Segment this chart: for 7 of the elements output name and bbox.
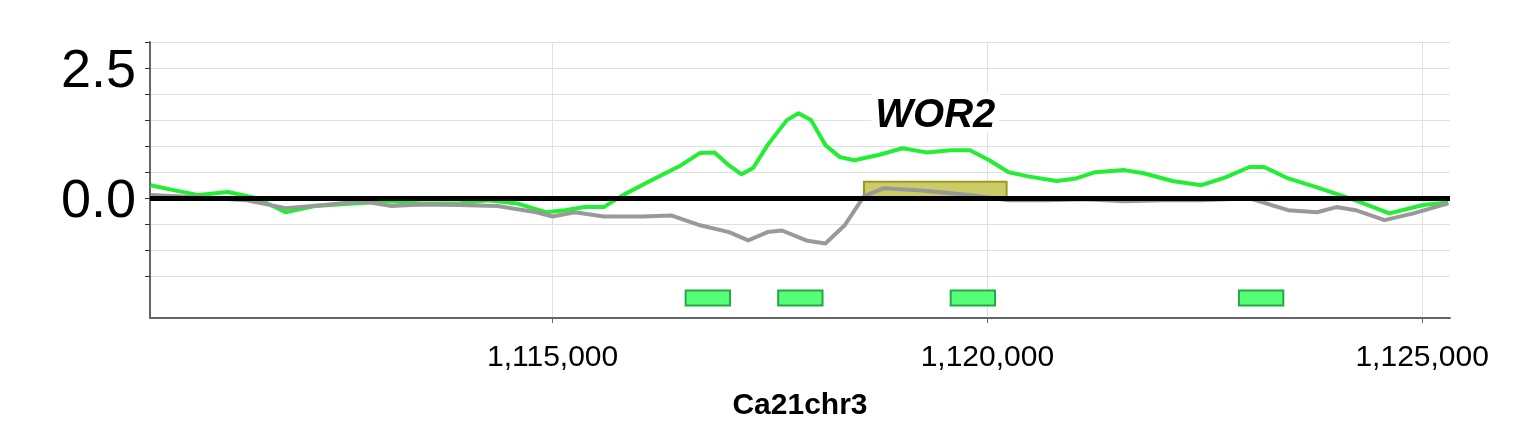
x-tick-label: 1,115,000 <box>486 338 619 372</box>
band-label: WOR2 <box>875 90 996 135</box>
y-tick-label: 0.0 <box>60 168 136 229</box>
y-tick-label: 2.5 <box>60 38 136 99</box>
x-tick-label: 1,125,000 <box>1355 338 1489 372</box>
x-axis-title: Ca21chr3 <box>732 386 868 420</box>
x-tick-label: 1,120,000 <box>920 338 1055 372</box>
